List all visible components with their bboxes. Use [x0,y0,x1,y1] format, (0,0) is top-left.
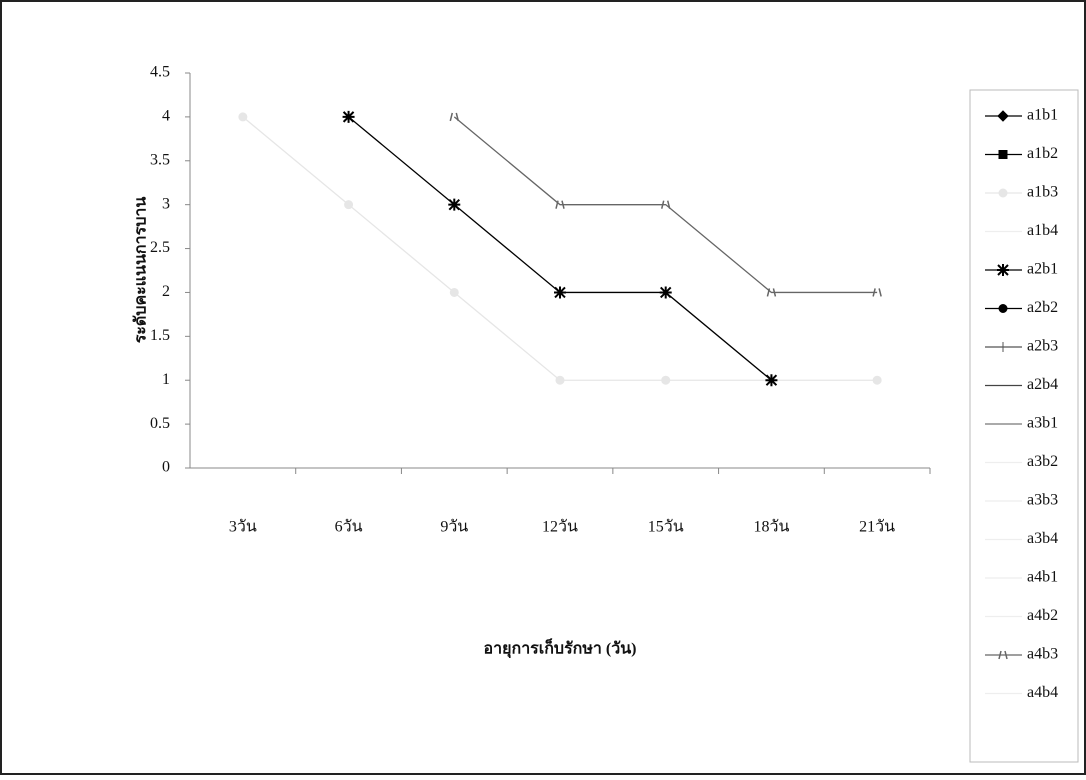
y-tick-label: 1.5 [150,327,170,344]
marker [998,304,1008,313]
marker [555,200,565,209]
x-tick-label: 15วัน [648,519,684,536]
legend-label: a2b2 [1027,299,1058,316]
y-tick-label: 1 [162,371,170,388]
marker [659,286,672,299]
marker [998,150,1008,159]
legend-box [969,89,1079,763]
marker [448,198,461,211]
marker [997,264,1009,276]
x-axis-title: อายุการเก็บรักษา (วัน) [484,637,637,659]
marker [555,375,565,385]
marker [872,375,882,385]
marker [661,375,671,385]
x-tick-label: 12วัน [542,519,578,536]
x-tick-label: 3วัน [229,519,257,536]
y-tick-label: 2.5 [150,239,170,256]
legend-label: a1b4 [1027,222,1058,239]
y-tick-label: 3.5 [150,151,170,168]
marker [449,287,459,297]
y-tick-label: 4 [162,108,170,125]
y-tick-label: 0.5 [150,415,170,432]
legend-label: a2b4 [1027,376,1058,393]
legend-label: a1b2 [1027,145,1058,162]
legend-label: a3b1 [1027,415,1058,432]
x-tick-label: 6วัน [335,519,363,536]
marker [998,188,1008,198]
legend-label: a2b1 [1027,261,1058,278]
legend-label: a3b3 [1027,492,1058,509]
marker [998,650,1008,660]
legend-label: a4b2 [1027,607,1058,624]
y-tick-label: 3 [162,195,170,212]
marker [342,110,355,123]
legend-label: a3b2 [1027,453,1058,470]
legend-label: a4b4 [1027,684,1058,701]
legend-label: a3b4 [1027,530,1058,547]
marker [238,112,248,122]
marker [872,288,882,297]
x-tick-label: 18วัน [753,519,789,536]
marker [997,110,1009,122]
legend-label: a2b3 [1027,338,1058,355]
y-tick-label: 2 [162,283,170,300]
y-tick-label: 4.5 [150,64,170,81]
legend-label: a4b1 [1027,569,1058,586]
marker [344,200,354,210]
legend-label: a1b1 [1027,107,1058,124]
marker [766,288,777,297]
marker [554,286,566,299]
series-line [453,116,878,294]
x-tick-label: 21วัน [859,519,895,536]
y-tick-label: 0 [162,459,170,476]
x-tick-label: 9วัน [440,519,468,536]
marker [765,374,778,387]
marker [449,112,460,122]
marker [998,342,1008,352]
marker [660,200,671,209]
legend-label: a1b3 [1027,184,1058,201]
y-axis-title: ระดับคะแนนการบาน [132,197,150,344]
legend-label: a4b3 [1027,646,1058,663]
